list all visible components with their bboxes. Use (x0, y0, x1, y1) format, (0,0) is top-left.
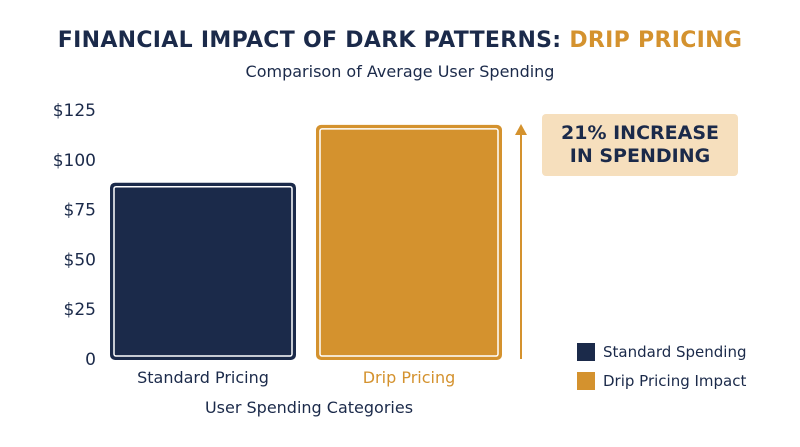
legend-item-standard: Standard Spending (577, 341, 747, 363)
legend-swatch-standard (577, 343, 595, 361)
legend-label-standard: Standard Spending (603, 343, 747, 361)
x-tick-label: Drip Pricing (363, 368, 456, 387)
legend-swatch-drip (577, 372, 595, 390)
bar-standard-pricing (110, 182, 296, 360)
bar-drip-pricing-inner-border (319, 128, 499, 357)
y-tick-label: $25 (64, 300, 96, 320)
chart-subtitle: Comparison of Average User Spending (245, 62, 555, 81)
increase-arrow-head (515, 124, 527, 135)
y-tick-label: $50 (64, 250, 96, 270)
x-tick-label: Standard Pricing (137, 368, 269, 387)
legend-item-drip: Drip Pricing Impact (577, 370, 747, 392)
increase-callout: 21% INCREASE IN SPENDING (542, 114, 738, 176)
chart-title-accent: DRIP PRICING (569, 28, 743, 53)
y-tick-label: $75 (64, 201, 96, 221)
y-tick-label: $100 (53, 151, 96, 171)
y-tick-label: $125 (53, 101, 96, 121)
bar-standard-pricing-inner-border (113, 185, 293, 357)
x-axis-title: User Spending Categories (205, 398, 413, 417)
y-tick-label: 0 (85, 350, 96, 370)
legend: Standard Spending Drip Pricing Impact (577, 341, 747, 399)
bar-drip-pricing (316, 124, 502, 360)
chart-title-main: FINANCIAL IMPACT OF DARK PATTERNS: (57, 28, 570, 53)
chart-title: FINANCIAL IMPACT OF DARK PATTERNS: DRIP … (0, 28, 800, 53)
legend-label-drip: Drip Pricing Impact (603, 372, 747, 390)
